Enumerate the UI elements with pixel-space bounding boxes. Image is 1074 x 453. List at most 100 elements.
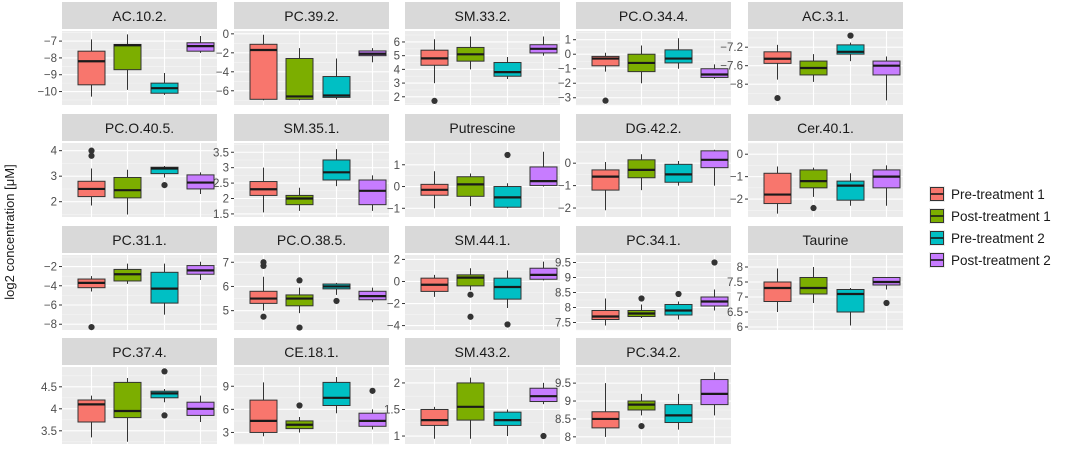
outlier-point <box>467 291 474 298</box>
box-body <box>420 408 449 426</box>
y-tick-label: 1 <box>565 35 571 47</box>
facet-title: PC.O.34.4. <box>619 8 688 24</box>
facet-title: Taurine <box>803 232 849 248</box>
legend: Pre-treatment 1 Post-treatment 1 Pre-treat… <box>929 186 1051 268</box>
box-group <box>113 378 142 442</box>
box-group <box>836 173 865 206</box>
box-group <box>186 395 215 422</box>
box-group <box>700 64 729 79</box>
box-body <box>591 55 620 67</box>
box-body <box>456 176 485 197</box>
outlier-point <box>88 152 95 159</box>
y-axis-label: log2 concentration [μM] <box>2 164 17 299</box>
facet-title: PC.O.38.5. <box>277 232 346 248</box>
box-body <box>836 180 865 201</box>
box-group <box>493 151 522 209</box>
y-tick-label: −10 <box>37 87 57 99</box>
facet-strip <box>748 114 903 141</box>
box-body <box>113 176 142 199</box>
box-body <box>799 277 828 295</box>
box-body <box>664 49 693 64</box>
box-group <box>420 171 449 209</box>
facet-title: PC.34.2. <box>626 344 680 360</box>
y-tick-label: 3 <box>223 163 229 175</box>
outlier-point <box>638 422 645 430</box>
facet-strip <box>576 338 731 365</box>
box-body <box>591 310 620 320</box>
y-tick-label: 0 <box>223 29 229 41</box>
box-body <box>493 411 522 426</box>
box-group <box>358 287 387 303</box>
box-group <box>150 368 179 419</box>
y-tick-label: −2 <box>558 78 571 90</box>
box-group <box>763 44 792 102</box>
box-body <box>664 163 693 183</box>
facet-strip <box>405 114 560 141</box>
box-body <box>285 194 314 206</box>
y-tick-label: 0 <box>394 182 400 194</box>
box-body <box>529 166 558 186</box>
box-group <box>664 38 693 69</box>
box-group <box>664 290 693 320</box>
box-group <box>77 39 106 97</box>
facet-title: SM.43.2. <box>454 344 510 360</box>
y-tick-label: 7 <box>737 292 743 304</box>
box-group <box>529 36 558 56</box>
box-group <box>285 277 314 331</box>
y-tick-label: 9 <box>565 273 571 285</box>
facet-title: SM.44.1. <box>454 232 510 248</box>
box-body <box>627 159 656 179</box>
y-tick-label: 2 <box>51 197 57 209</box>
y-tick-label: 2 <box>394 92 400 104</box>
y-tick-label: 9 <box>565 396 571 408</box>
box-body <box>763 281 792 302</box>
box-body <box>285 58 314 100</box>
box-body <box>456 382 485 421</box>
box-group <box>627 45 656 84</box>
box-group <box>493 57 522 79</box>
outlier-point <box>540 432 547 440</box>
facet-panel: SM.43.2. 2 1.5 1 <box>384 338 560 444</box>
box-group <box>799 167 828 212</box>
box-group <box>627 295 656 318</box>
y-tick-label: −7 <box>44 36 57 48</box>
box-group <box>456 36 485 70</box>
box-group <box>493 270 522 328</box>
facet-title: Cer.40.1. <box>797 120 854 136</box>
box-body <box>150 166 179 175</box>
facet-title: SM.35.1. <box>283 120 339 136</box>
y-tick-label: −7.6 <box>720 61 743 73</box>
legend-item: Post-treatment 2 <box>929 252 1051 268</box>
box-group <box>420 406 449 439</box>
facet-strip <box>748 2 903 29</box>
box-group <box>322 149 351 187</box>
outlier-point <box>431 97 438 104</box>
y-tick-label: −6 <box>216 86 229 98</box>
facet-title: AC.10.2. <box>112 8 166 24</box>
y-tick-label: −1 <box>387 203 400 215</box>
legend-item: Pre-treatment 1 <box>929 186 1045 202</box>
y-tick-label: −9 <box>44 70 57 82</box>
y-tick-label: −8 <box>730 79 743 91</box>
box-body <box>249 43 278 100</box>
y-tick-label: 7 <box>223 257 229 269</box>
y-tick-label: −2 <box>558 203 571 215</box>
box-body <box>113 43 142 71</box>
box-body <box>700 379 729 406</box>
y-tick-label: 9 <box>223 381 229 393</box>
box-group <box>113 34 142 90</box>
box-body <box>836 44 865 55</box>
facet-strip <box>234 338 389 365</box>
legend-label: Post-treatment 2 <box>951 253 1051 268</box>
facet-strip <box>234 226 389 253</box>
box-body <box>77 50 106 86</box>
y-tick-label: 3 <box>394 78 400 90</box>
box-group <box>77 395 106 438</box>
box-body <box>322 76 351 98</box>
facet-panel: PC.34.2. 9.5 9 8.5 8 <box>555 338 731 444</box>
y-tick-label: 1 <box>394 431 400 443</box>
box-body <box>322 381 351 406</box>
outlier-point <box>467 313 474 320</box>
outlier-point <box>161 368 168 375</box>
box-group <box>322 282 351 305</box>
